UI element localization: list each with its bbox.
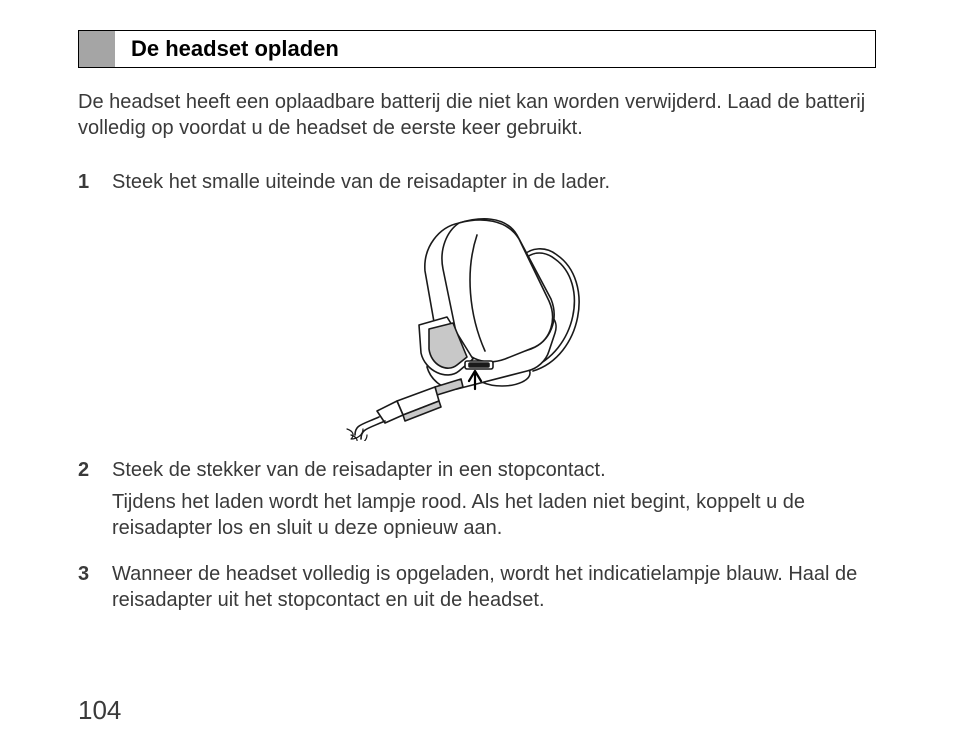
step-body: Steek de stekker van de reisadapter in e… xyxy=(112,457,876,547)
illustration-wrap xyxy=(78,211,876,441)
step-body: Steek het smalle uiteinde van de reisada… xyxy=(112,169,876,201)
step-extra: Tijdens het laden wordt het lampje rood.… xyxy=(112,489,876,541)
intro-paragraph: De headset heeft een oplaadbare batterij… xyxy=(78,90,876,141)
heading-tab xyxy=(79,31,115,67)
headset-illustration xyxy=(307,211,627,441)
step-body: Wanneer de headset volledig is opgeladen… xyxy=(112,561,876,619)
manual-page: De headset opladen De headset heeft een … xyxy=(0,0,954,742)
step-1: 1 Steek het smalle uiteinde van de reisa… xyxy=(78,169,876,201)
step-number: 3 xyxy=(78,561,112,619)
step-text: Steek het smalle uiteinde van de reisada… xyxy=(112,169,876,195)
step-3: 3 Wanneer de headset volledig is opgelad… xyxy=(78,561,876,619)
page-number: 104 xyxy=(78,695,121,726)
step-text: Steek de stekker van de reisadapter in e… xyxy=(112,457,876,483)
step-number: 2 xyxy=(78,457,112,547)
step-2: 2 Steek de stekker van de reisadapter in… xyxy=(78,457,876,547)
step-text: Wanneer de headset volledig is opgeladen… xyxy=(112,561,876,613)
step-number: 1 xyxy=(78,169,112,201)
section-heading-box: De headset opladen xyxy=(78,30,876,68)
section-heading: De headset opladen xyxy=(115,31,339,67)
